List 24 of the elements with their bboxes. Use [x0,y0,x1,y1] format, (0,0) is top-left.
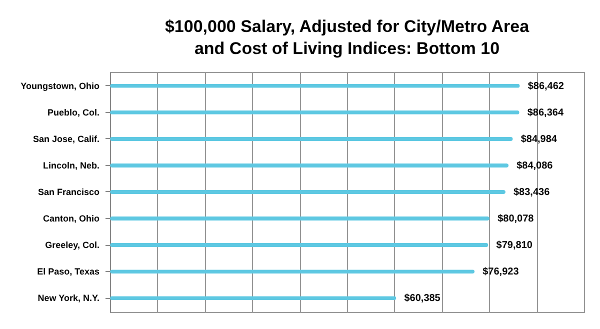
y-tick-label: Pueblo, Col. [47,107,100,118]
y-tick-label: Lincoln, Neb. [42,160,100,170]
bar [110,243,488,248]
data-label: $79,810 [496,240,533,252]
y-tick-label: San Jose, Calif. [32,134,100,144]
bar [110,190,506,194]
data-label: $80,078 [498,214,534,225]
data-label: $86,462 [528,80,564,92]
bar [110,136,513,141]
y-tick-label: El Paso, Texas [37,266,100,277]
data-label: $76,923 [482,266,520,278]
y-tick-label: New York, N.Y. [38,293,100,304]
bar [110,163,509,168]
y-tick-label: Greeley, Col. [45,240,100,250]
y-tick-label: Canton, Ohio [43,214,100,224]
data-label: $86,364 [527,107,564,118]
y-tick-label: San Francisco [38,187,100,197]
data-label: $83,436 [513,187,550,198]
data-label: $60,385 [404,293,441,304]
bar [110,216,490,221]
data-label: $84,086 [516,160,554,172]
chart-title: $100,000 Salary, Adjusted for City/Metro Area and Cost of Living Indices: Bottom 10 [164,17,530,58]
y-tick-label: Youngstown, Ohio [20,80,100,91]
data-label: $84,984 [520,134,558,145]
